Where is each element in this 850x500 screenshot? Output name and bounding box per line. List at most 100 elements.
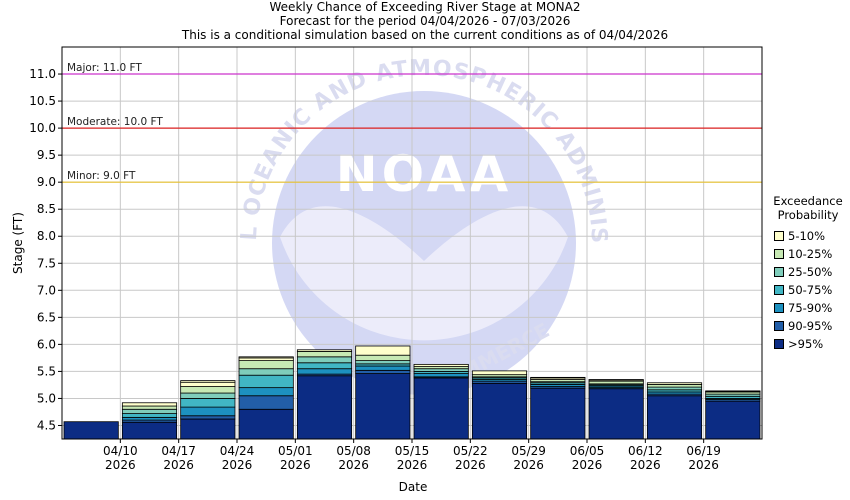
y-tick-label: 11.0 — [29, 67, 56, 81]
chart-subtitle-period: Forecast for the period 04/04/2026 - 07/… — [279, 14, 571, 28]
x-tick-label-year: 2026 — [105, 458, 136, 472]
watermark-gull — [280, 206, 568, 341]
y-tick-label: 4.5 — [37, 418, 56, 432]
legend-label: 10-25% — [788, 247, 833, 261]
x-tick-label-year: 2026 — [280, 458, 311, 472]
threshold-label-0: Major: 11.0 FT — [67, 62, 142, 74]
bar-segment — [530, 376, 586, 379]
bar-week-9 — [530, 376, 586, 440]
chart-title: Weekly Chance of Exceeding River Stage a… — [269, 0, 581, 14]
x-tick-label-year: 2026 — [222, 458, 253, 472]
x-tick-label-year: 2026 — [630, 458, 661, 472]
legend-item: 90-95% — [768, 317, 848, 335]
x-tick-label-date: 05/29 — [511, 444, 546, 458]
legend-swatch — [774, 285, 784, 295]
y-tick-label: 5.5 — [37, 364, 56, 378]
legend-swatch — [774, 231, 784, 241]
bar-segment — [296, 349, 353, 352]
bar-segment — [355, 365, 411, 371]
bar-segment — [588, 379, 644, 381]
bar-segment — [646, 383, 703, 388]
bar-week-1 — [63, 421, 119, 440]
x-tick-label-date: 05/01 — [278, 444, 313, 458]
legend-swatch — [774, 321, 784, 331]
x-tick-label-year: 2026 — [513, 458, 544, 472]
legend-title-line2: Probability — [777, 208, 839, 222]
bar-segment — [180, 418, 236, 440]
bar-segment — [588, 380, 644, 385]
x-tick-label-date: 05/15 — [395, 444, 430, 458]
bar-segment — [355, 360, 411, 365]
x-tick-label-date: 05/08 — [336, 444, 371, 458]
bar-segment — [413, 373, 469, 378]
bar-segment — [180, 381, 236, 387]
legend-item: 10-25% — [768, 245, 848, 263]
legend-item: >95% — [768, 335, 848, 353]
axes: 4.5 5.0 5.5 6.0 6.5 7.0 7.5 8.0 8.5 9.0 9.5 10.0 10.… — [11, 46, 763, 494]
x-tick-label-date: 05/22 — [453, 444, 488, 458]
y-axis-label: Stage (FT) — [11, 212, 25, 274]
noaa-watermark: NATIONAL OCEANIC AND ATMOSPHERIC ADMINIS… — [62, 47, 610, 400]
legend-swatch — [774, 339, 784, 349]
bar-segment — [180, 406, 236, 417]
bar-segment — [121, 408, 178, 414]
y-tick-label: 5.0 — [37, 391, 56, 405]
x-tick-label-year: 2026 — [163, 458, 194, 472]
bar-segment — [296, 356, 353, 364]
bar-segment — [355, 373, 411, 440]
bar-segment — [413, 377, 469, 440]
bar-week-3 — [180, 380, 236, 440]
bar-segment — [121, 402, 178, 407]
y-tick-label: 8.0 — [37, 229, 56, 243]
bar-segment — [180, 392, 236, 399]
x-tick-label-year: 2026 — [572, 458, 603, 472]
grid-lines — [61, 47, 763, 439]
chart-title-block: Weekly Chance of Exceeding River Stage a… — [0, 0, 850, 42]
legend-label: >95% — [788, 337, 824, 351]
threshold-lines: Major: 11.0 FT Moderate: 10.0 FT Minor: 9.… — [62, 62, 762, 183]
bar-segment — [705, 390, 761, 392]
x-tick-label-date: 06/12 — [628, 444, 663, 458]
bar-segment — [530, 387, 586, 440]
bar-segment — [705, 400, 761, 440]
bar-segment — [646, 382, 703, 385]
y-tick-label: 6.5 — [37, 310, 56, 324]
legend-title: Exceedance Probability — [768, 194, 848, 222]
x-tick-label-year: 2026 — [338, 458, 369, 472]
bar-week-2 — [121, 402, 178, 440]
legend-item: 25-50% — [768, 263, 848, 281]
bar-segment — [355, 354, 411, 362]
bar-segment — [63, 421, 119, 440]
y-tick-label: 9.5 — [37, 148, 56, 162]
y-tick-label: 9.0 — [37, 175, 56, 189]
bar-segment — [180, 415, 236, 420]
bar-segment — [471, 370, 528, 376]
x-tick-label-date: 04/24 — [220, 444, 255, 458]
bar-segment — [296, 362, 353, 370]
legend-label: 5-10% — [788, 229, 826, 243]
x-tick-label-date: 06/19 — [686, 444, 721, 458]
bar-segment — [588, 388, 644, 440]
x-tick-label-year: 2026 — [397, 458, 428, 472]
legend-swatch — [774, 303, 784, 313]
bar-segment — [296, 351, 353, 358]
legend-item: 5-10% — [768, 227, 848, 245]
legend-label: 75-90% — [788, 301, 833, 315]
bar-segment — [413, 363, 469, 367]
bar-week-10 — [588, 379, 644, 440]
bar-segment — [238, 387, 294, 397]
bar-segment — [296, 375, 353, 440]
legend-title-line1: Exceedance — [773, 194, 843, 208]
legend-item: 50-75% — [768, 281, 848, 299]
bar-segment — [121, 405, 178, 410]
bar-week-7 — [413, 363, 469, 440]
legend-items: 5-10% 10-25% 25-50% 50-75% 75-90% 90-95% >95% — [768, 227, 848, 353]
y-tick-label: 10.5 — [29, 94, 56, 108]
bar-segment — [121, 416, 178, 421]
watermark-logo-text: NOAA — [336, 145, 512, 203]
threshold-label-2: Minor: 9.0 FT — [67, 170, 136, 182]
x-axis-label: Date — [399, 480, 428, 494]
bar-week-4 — [238, 356, 294, 440]
y-tick-label: 10.0 — [29, 121, 56, 135]
